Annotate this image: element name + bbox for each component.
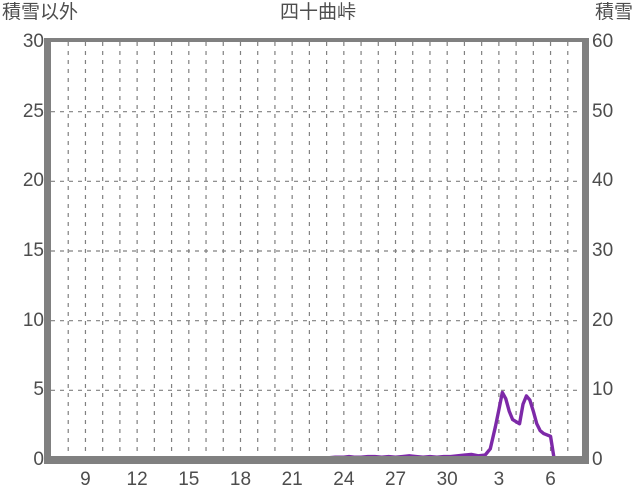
snow-depth-line (51, 390, 585, 460)
right-tick-0: 0 (592, 449, 603, 470)
right-tick-20: 20 (592, 309, 614, 331)
left-tick-20: 20 (22, 170, 44, 192)
x-tick-8: 3 (493, 469, 505, 490)
right-tick-60: 60 (592, 31, 614, 52)
left-tick-25: 25 (22, 100, 44, 122)
plot-canvas (51, 42, 585, 460)
x-tick-2: 15 (178, 469, 200, 490)
x-tick-7: 30 (436, 469, 458, 490)
left-axis-title: 積雪以外 (2, 2, 79, 23)
right-tick-30: 30 (592, 240, 614, 261)
left-tick-5: 5 (33, 379, 44, 401)
x-tick-5: 24 (333, 469, 355, 490)
x-tick-0: 9 (80, 469, 91, 490)
page-title: 四十曲峠 (279, 2, 356, 23)
x-tick-9: 6 (545, 469, 556, 490)
x-tick-6: 27 (384, 469, 407, 490)
horizontal-gridlines (51, 111, 585, 391)
left-tick-30: 30 (22, 31, 44, 52)
x-tick-3: 18 (229, 469, 252, 490)
left-tick-0: 0 (33, 449, 44, 470)
left-tick-10: 10 (22, 309, 44, 331)
right-tick-40: 40 (592, 170, 614, 192)
x-tick-1: 12 (126, 469, 148, 490)
x-tick-4: 21 (281, 469, 303, 490)
left-tick-15: 15 (22, 240, 44, 261)
plot-area (51, 42, 585, 460)
right-tick-50: 50 (592, 100, 614, 122)
right-tick-10: 10 (592, 379, 614, 401)
right-axis-title: 積雪 (594, 2, 633, 23)
